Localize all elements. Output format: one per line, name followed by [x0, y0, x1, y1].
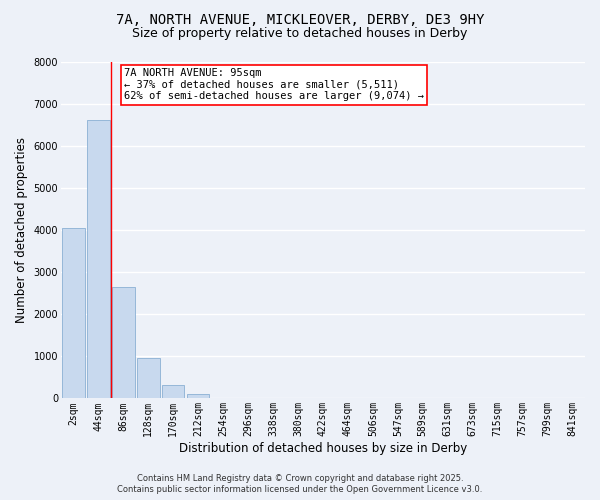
Bar [187, 394, 209, 398]
Bar [112, 287, 134, 399]
Text: 7A, NORTH AVENUE, MICKLEOVER, DERBY, DE3 9HY: 7A, NORTH AVENUE, MICKLEOVER, DERBY, DE3… [116, 12, 484, 26]
Text: 7A NORTH AVENUE: 95sqm
← 37% of detached houses are smaller (5,511)
62% of semi-: 7A NORTH AVENUE: 95sqm ← 37% of detached… [124, 68, 424, 102]
Bar [162, 384, 184, 398]
X-axis label: Distribution of detached houses by size in Derby: Distribution of detached houses by size … [179, 442, 467, 455]
Bar [87, 120, 110, 398]
Bar [137, 358, 160, 399]
Text: Size of property relative to detached houses in Derby: Size of property relative to detached ho… [133, 28, 467, 40]
Bar [62, 228, 85, 398]
Y-axis label: Number of detached properties: Number of detached properties [15, 137, 28, 323]
Text: Contains HM Land Registry data © Crown copyright and database right 2025.
Contai: Contains HM Land Registry data © Crown c… [118, 474, 482, 494]
